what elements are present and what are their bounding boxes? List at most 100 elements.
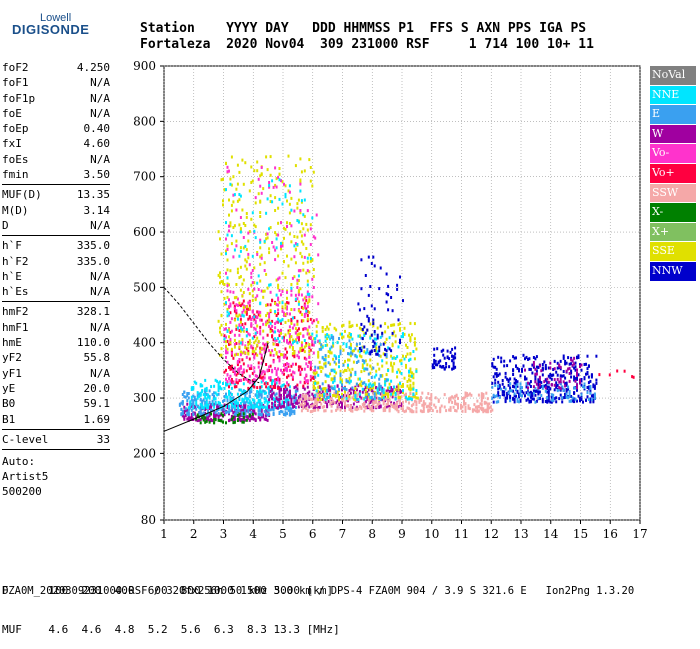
echo-point: [222, 281, 224, 285]
echo-point: [297, 336, 300, 340]
echo-point: [217, 407, 220, 411]
echo-point: [486, 410, 489, 414]
echo-point: [286, 221, 288, 225]
echo-point: [275, 303, 278, 307]
echo-point: [254, 393, 257, 397]
echo-point: [263, 397, 266, 401]
echo-point: [485, 408, 488, 412]
echo-point: [454, 402, 457, 406]
echo-point: [291, 352, 294, 356]
echo-point: [232, 175, 235, 179]
echo-point: [265, 385, 268, 389]
echo-point: [202, 398, 205, 402]
echo-point: [372, 383, 375, 387]
echo-point: [324, 358, 327, 362]
echo-point: [263, 376, 266, 380]
echo-point: [245, 248, 248, 252]
echo-point: [284, 355, 287, 359]
echo-point: [483, 401, 486, 405]
echo-point: [229, 396, 232, 400]
echo-point: [540, 369, 543, 373]
echo-point: [271, 397, 274, 401]
echo-point: [300, 200, 303, 204]
echo-point: [323, 400, 326, 403]
echo-point: [259, 262, 262, 266]
echo-point: [204, 389, 207, 393]
echo-point: [286, 301, 288, 305]
echo-point: [274, 248, 277, 252]
echo-point: [332, 344, 335, 348]
echo-point: [580, 383, 583, 387]
echo-point: [290, 208, 293, 212]
echo-point: [388, 405, 391, 408]
echo-point: [308, 345, 311, 348]
echo-point: [477, 409, 480, 413]
echo-point: [495, 400, 498, 404]
echo-point: [363, 350, 366, 354]
echo-point: [385, 354, 388, 358]
echo-point: [288, 407, 291, 410]
echo-point: [228, 419, 230, 423]
header-values: Fortaleza 2020 Nov04 309 231000 RSF 1 71…: [140, 37, 594, 52]
echo-point: [308, 349, 311, 353]
echo-point: [333, 368, 336, 372]
echo-point: [580, 378, 583, 381]
echo-point: [521, 367, 523, 371]
echo-point: [309, 374, 312, 378]
param-value: 13.35: [76, 188, 110, 202]
echo-point: [567, 385, 570, 389]
echo-point: [235, 314, 238, 318]
echo-point: [573, 397, 576, 401]
echo-point: [338, 395, 340, 399]
echo-point: [265, 323, 268, 327]
echo-point: [223, 327, 226, 331]
echo-point: [277, 296, 280, 300]
echo-point: [546, 390, 549, 394]
echo-point: [232, 396, 235, 400]
echo-point: [274, 302, 277, 305]
echo-point: [256, 395, 259, 399]
echo-point: [564, 396, 567, 399]
param-row: foEs N/A: [2, 152, 110, 167]
echo-point: [524, 357, 526, 361]
echo-point: [314, 368, 317, 372]
echo-point: [266, 303, 269, 307]
echo-point: [336, 390, 339, 394]
echo-point: [262, 295, 265, 299]
echo-point: [272, 385, 275, 388]
echo-point: [580, 393, 583, 397]
echo-point: [226, 233, 229, 237]
echo-point: [306, 283, 309, 287]
echo-point: [559, 359, 562, 363]
echo-point: [242, 406, 245, 410]
echo-point: [242, 389, 245, 393]
echo-point: [400, 362, 403, 366]
echo-point: [541, 373, 544, 377]
echo-point: [235, 409, 238, 413]
echo-point: [180, 401, 183, 405]
echo-point: [238, 358, 241, 361]
echo-point: [303, 255, 306, 259]
echo-point: [263, 405, 266, 409]
echo-point: [268, 247, 271, 251]
echo-point: [208, 389, 211, 393]
echo-point: [305, 357, 308, 361]
echo-point: [183, 417, 186, 421]
echo-point: [259, 412, 262, 416]
echo-point: [344, 368, 346, 372]
echo-point: [595, 378, 598, 382]
echo-point: [326, 343, 329, 347]
echo-point: [497, 384, 500, 388]
echo-point: [259, 302, 262, 306]
echo-point: [242, 306, 245, 309]
echo-point: [550, 398, 553, 402]
echo-point: [283, 383, 285, 387]
echo-point: [300, 409, 303, 413]
echo-point: [253, 223, 256, 227]
echo-point: [532, 391, 535, 395]
echo-point: [254, 196, 257, 200]
echo-point: [236, 363, 239, 367]
echo-point: [223, 370, 226, 374]
echo-point: [309, 243, 312, 246]
echo-point: [291, 377, 294, 381]
